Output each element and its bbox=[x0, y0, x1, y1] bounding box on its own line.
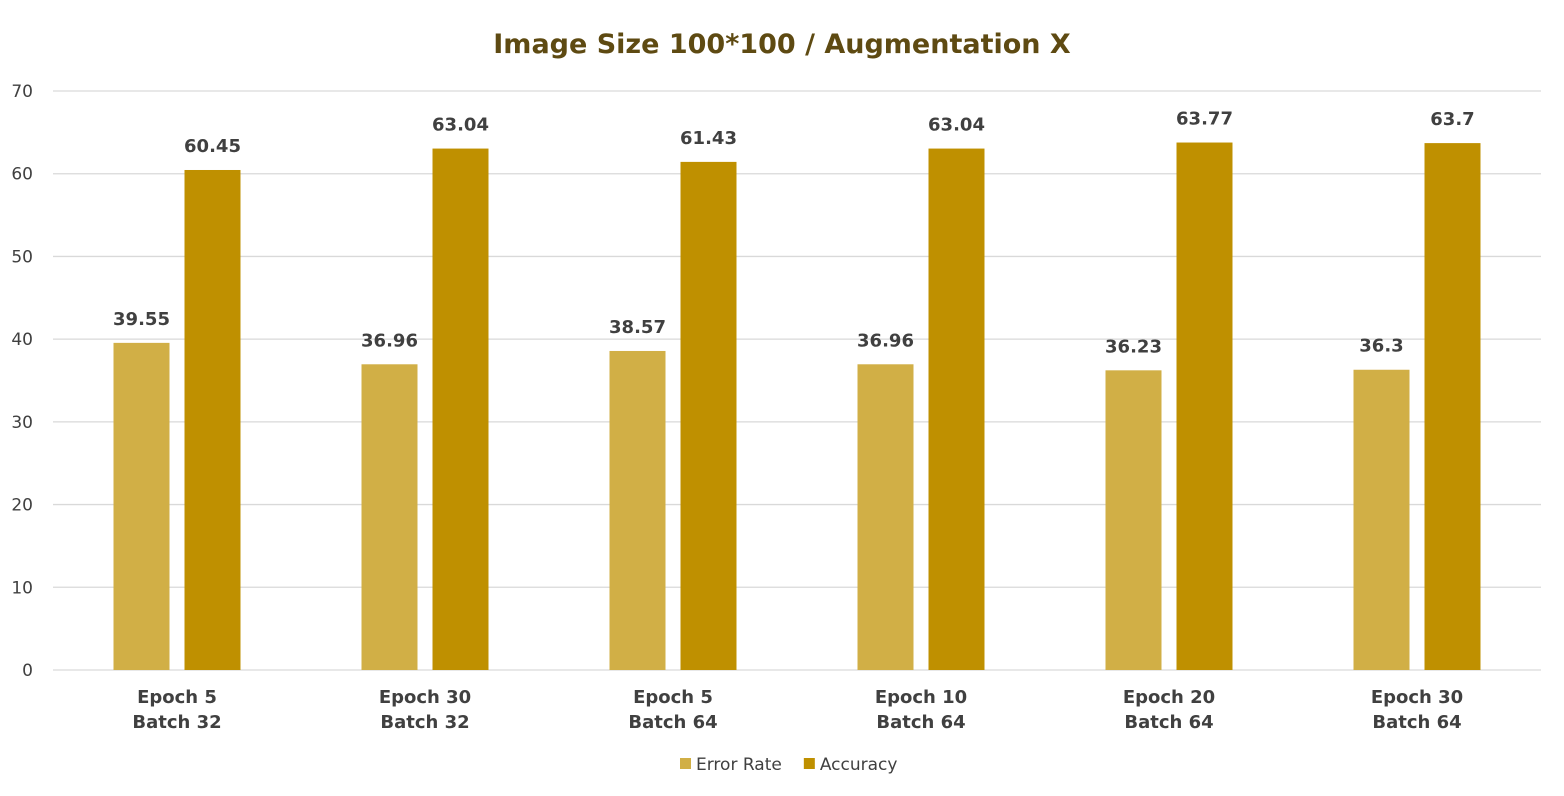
bar-accuracy bbox=[432, 148, 489, 670]
legend-swatch-error-rate bbox=[680, 758, 691, 769]
y-tick-label: 40 bbox=[11, 330, 33, 350]
x-category-label: Epoch 5 bbox=[137, 687, 217, 708]
chart-title: Image Size 100*100 / Augmentation X bbox=[493, 29, 1071, 60]
bar-error-rate bbox=[1353, 369, 1410, 670]
data-label-error-rate: 39.55 bbox=[113, 309, 170, 330]
data-label-error-rate: 36.96 bbox=[361, 330, 418, 351]
data-label-accuracy: 61.43 bbox=[680, 128, 737, 149]
y-tick-label: 70 bbox=[11, 82, 33, 102]
y-tick-label: 60 bbox=[11, 165, 33, 185]
legend-swatch-accuracy bbox=[803, 758, 815, 769]
y-tick-label: 0 bbox=[22, 661, 33, 681]
legend: Error Rate Accuracy bbox=[680, 755, 897, 775]
data-label-accuracy: 63.77 bbox=[1176, 109, 1233, 130]
x-category-label: Batch 64 bbox=[628, 712, 717, 733]
y-axis-tick-labels: 0 10 20 30 40 50 60 70 bbox=[11, 82, 33, 681]
data-label-error-rate: 38.57 bbox=[609, 317, 666, 338]
x-category-label: Epoch 20 bbox=[1123, 687, 1215, 708]
data-label-accuracy: 63.04 bbox=[432, 115, 489, 136]
data-label-accuracy: 60.45 bbox=[184, 136, 241, 157]
x-category-label: Batch 32 bbox=[380, 712, 469, 733]
x-category-label: Epoch 30 bbox=[1371, 687, 1463, 708]
y-tick-label: 30 bbox=[11, 413, 33, 433]
data-label-accuracy: 63.04 bbox=[928, 115, 985, 136]
data-label-error-rate: 36.3 bbox=[1359, 336, 1403, 357]
bar-accuracy bbox=[1176, 142, 1233, 670]
y-tick-label: 50 bbox=[11, 247, 33, 267]
bar-error-rate bbox=[857, 364, 914, 670]
bar-accuracy bbox=[1424, 143, 1481, 671]
data-labels: 39.55 60.45 36.96 63.04 38.57 61.43 36.96 63.04… bbox=[113, 109, 1475, 358]
x-category-label: Batch 64 bbox=[1124, 712, 1213, 733]
y-tick-label: 20 bbox=[11, 496, 33, 516]
x-axis-category-labels: Epoch 5 Batch 32 Epoch 30 Batch 32 Epoch 5 Ba… bbox=[132, 687, 1463, 733]
legend-label-accuracy: Accuracy bbox=[820, 755, 898, 775]
y-tick-label: 10 bbox=[11, 578, 33, 598]
data-label-error-rate: 36.23 bbox=[1105, 336, 1162, 357]
bar-error-rate bbox=[609, 350, 666, 670]
bar-accuracy bbox=[184, 169, 241, 671]
x-category-label: Epoch 10 bbox=[875, 687, 967, 708]
bar-error-rate bbox=[361, 364, 418, 670]
bar-accuracy bbox=[680, 161, 737, 670]
legend-label-error-rate: Error Rate bbox=[696, 755, 782, 775]
x-category-label: Epoch 5 bbox=[633, 687, 713, 708]
x-category-label: Batch 64 bbox=[876, 712, 965, 733]
data-label-accuracy: 63.7 bbox=[1430, 109, 1474, 130]
x-category-label: Batch 64 bbox=[1372, 712, 1461, 733]
x-category-label: Batch 32 bbox=[132, 712, 221, 733]
gridlines bbox=[53, 90, 1541, 671]
bar-error-rate bbox=[113, 342, 170, 670]
bar-accuracy bbox=[928, 148, 985, 670]
x-category-label: Epoch 30 bbox=[379, 687, 471, 708]
bar-error-rate bbox=[1105, 370, 1162, 670]
data-label-error-rate: 36.96 bbox=[857, 330, 914, 351]
bars bbox=[113, 142, 1481, 671]
